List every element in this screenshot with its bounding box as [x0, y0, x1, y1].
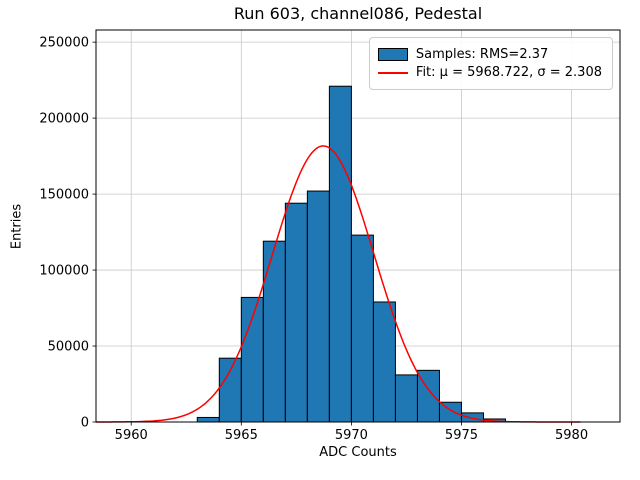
legend-label-samples: Samples: RMS=2.37 — [415, 47, 549, 62]
plot-border — [95, 29, 621, 423]
legend-label-fit: Fit: μ = 5968.722, σ = 2.308 — [415, 65, 602, 80]
x-tick-label: 5975 — [445, 428, 478, 443]
histogram-bar — [372, 301, 396, 423]
fit-swatch — [377, 71, 408, 74]
histogram-bar — [328, 85, 352, 423]
x-tick-label: 5965 — [225, 428, 258, 443]
samples-swatch — [377, 48, 408, 61]
legend-entry-samples: Samples: RMS=2.37 — [377, 47, 602, 62]
legend: Samples: RMS=2.37 Fit: μ = 5968.722, σ =… — [368, 37, 613, 90]
histogram-bar — [350, 234, 374, 423]
y-tick-label: 150000 — [39, 188, 89, 203]
y-tick-label: 200000 — [39, 112, 89, 127]
histogram-bar — [196, 416, 220, 423]
y-tick-label: 50000 — [48, 340, 89, 355]
y-tick-label: 250000 — [39, 36, 89, 51]
legend-entry-fit: Fit: μ = 5968.722, σ = 2.308 — [377, 65, 602, 80]
histogram-bar — [306, 190, 330, 423]
x-tick-label: 5960 — [115, 428, 148, 443]
y-axis-label: Entries — [9, 203, 25, 250]
chart-title: Run 603, channel086, Pedestal — [233, 4, 483, 23]
histogram-bar — [460, 412, 484, 423]
y-tick-label: 0 — [81, 416, 89, 431]
fit-curve — [96, 145, 581, 423]
histogram-bar — [218, 357, 242, 423]
histogram-bar — [394, 374, 418, 423]
histogram-bar — [284, 202, 308, 423]
x-tick-label: 5980 — [555, 428, 588, 443]
histogram-bar — [262, 240, 286, 423]
x-tick-label: 5970 — [335, 428, 368, 443]
x-axis-label: ADC Counts — [319, 445, 397, 460]
y-tick-label: 100000 — [39, 264, 89, 279]
